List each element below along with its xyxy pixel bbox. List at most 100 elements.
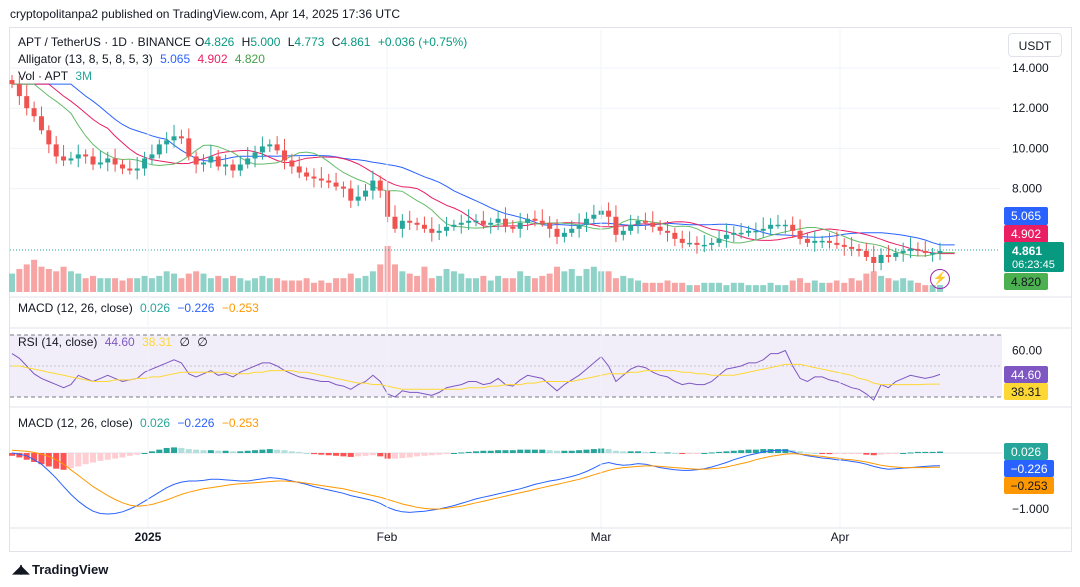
candle-body — [480, 220, 486, 225]
volume-bar — [760, 285, 767, 292]
macd-histogram-bar — [333, 453, 340, 456]
volume-bar — [524, 275, 531, 292]
alligator-label: Alligator (13, 8, 5, 8, 5, 3) — [18, 52, 153, 66]
volume-bar — [60, 266, 67, 292]
candle-body — [142, 158, 148, 169]
volume-bar — [782, 285, 789, 292]
candle-body — [200, 162, 206, 165]
candle-body — [539, 220, 545, 223]
volume-bar — [576, 275, 583, 292]
rsi-ma-value: 38.31 — [142, 335, 173, 349]
volume-bar — [90, 275, 97, 292]
macd-signal-line — [11, 449, 941, 510]
macd-signal-badge: −0.253 — [1010, 479, 1047, 493]
volume-bar — [495, 275, 502, 292]
candle-body — [311, 176, 317, 179]
volume-bar — [679, 282, 686, 292]
candle-body — [38, 116, 44, 131]
volume-bar — [509, 278, 516, 292]
macd-histogram-bar — [252, 450, 259, 453]
volume-bar — [31, 259, 38, 292]
currency-button[interactable]: USDT — [1008, 33, 1062, 57]
macd-histogram-bar — [833, 453, 840, 455]
candle-body — [576, 224, 582, 229]
candle-body — [363, 190, 369, 197]
macd-histogram-bar — [487, 450, 494, 453]
macd-histogram-bar — [296, 451, 303, 453]
macd-histogram-bar — [922, 451, 929, 453]
candle-body — [421, 224, 427, 229]
macd-histogram-bar — [782, 449, 789, 453]
candle-body — [53, 144, 59, 157]
rsi-ma-badge-bg — [1004, 383, 1048, 400]
rsi-tick-label: 60.00 — [1012, 344, 1042, 358]
volume-bar — [362, 275, 369, 292]
macd-histogram-bar — [531, 449, 538, 453]
macd-histogram-bar — [878, 453, 885, 455]
candle-body — [348, 188, 354, 201]
candle-body — [502, 218, 508, 227]
symbol-label[interactable]: APT / TetherUS · 1D · BINANCE — [18, 35, 191, 49]
lips-badge-bg — [1004, 273, 1048, 290]
macd-histogram-bar — [38, 453, 45, 465]
volume-bar — [185, 273, 192, 292]
alligator-legend[interactable]: Alligator (13, 8, 5, 8, 5, 3) 5.065 4.90… — [18, 52, 269, 66]
macd-histogram-bar — [156, 449, 163, 453]
macd-histogram-bar — [112, 453, 119, 459]
volume-bar — [23, 264, 30, 292]
macd-histogram-bar — [804, 452, 811, 454]
rsi-ma-badge: 38.31 — [1011, 385, 1041, 399]
footer-brand[interactable]: ◢◣ TradingView — [12, 562, 108, 577]
macd-histogram-bar — [811, 453, 818, 454]
volume-bar — [318, 280, 325, 292]
macd2-value: −0.226 — [177, 416, 215, 430]
macd-value: −0.226 — [177, 301, 215, 315]
volume-bar — [281, 280, 288, 292]
volume-bar — [701, 282, 708, 292]
volume-legend[interactable]: Vol · APT 3M — [18, 69, 96, 83]
candle-body — [532, 218, 538, 221]
candle-body — [208, 156, 214, 163]
candle-body — [642, 220, 648, 223]
candle-body — [804, 238, 810, 243]
volume-bar — [67, 271, 74, 292]
macd-histogram-bar — [9, 453, 15, 456]
volume-bar — [303, 278, 310, 292]
macd-histogram-bar — [524, 449, 531, 453]
volume-bar — [502, 278, 509, 292]
macd-histogram-bar — [200, 450, 207, 453]
macd-legend-1[interactable]: MACD (12, 26, close) 0.026 −0.226 −0.253 — [18, 301, 263, 315]
candle-body — [68, 158, 74, 161]
volume-bar — [325, 282, 332, 292]
candle-body — [304, 172, 310, 177]
candle-body — [569, 228, 575, 233]
candle-body — [178, 136, 184, 139]
volume-bar — [480, 275, 487, 292]
volume-bar — [53, 271, 60, 292]
macd-histogram-bar — [797, 451, 804, 453]
macd-histogram-bar — [126, 453, 133, 456]
volume-bar — [612, 278, 619, 292]
candle-body — [635, 220, 641, 225]
macd-histogram-bar — [450, 453, 457, 454]
macd-hist-badge: 0.026 — [1011, 445, 1041, 459]
lightning-icon[interactable]: ⚡ — [930, 269, 950, 289]
volume-bar — [716, 282, 723, 292]
volume-bar — [9, 273, 15, 292]
macd-histogram-bar — [752, 449, 759, 453]
candle-body — [171, 136, 177, 141]
volume-bar — [391, 264, 398, 292]
macd-histogram-bar — [576, 450, 583, 453]
macd-histogram-bar — [671, 453, 678, 454]
volume-bar — [104, 278, 111, 292]
macd-histogram-bar — [347, 453, 354, 457]
teeth-badge-bg — [1004, 225, 1048, 243]
candle-body — [259, 146, 265, 153]
macd-histogram-bar — [399, 453, 406, 459]
macd-legend-2[interactable]: MACD (12, 26, close) 0.026 −0.226 −0.253 — [18, 416, 263, 430]
candle-body — [414, 222, 420, 225]
macd-histogram-bar — [406, 453, 413, 458]
rsi-legend[interactable]: RSI (14, close) 44.60 38.31 ∅ ∅ — [18, 335, 212, 349]
macd-histogram-bar — [82, 453, 89, 465]
